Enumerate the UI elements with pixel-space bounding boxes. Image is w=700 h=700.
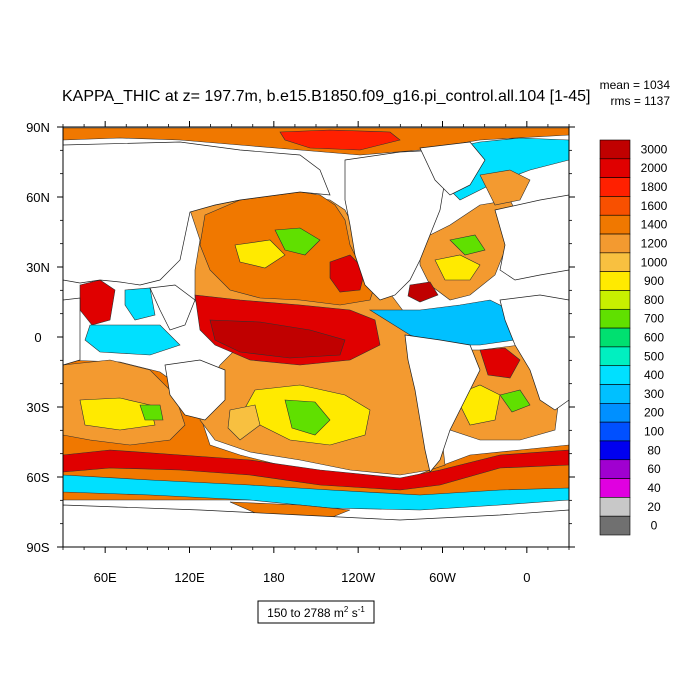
colorbar-label: 300 — [644, 387, 664, 401]
colorbar-label: 700 — [644, 312, 664, 326]
colorbar-swatch — [599, 196, 631, 216]
land-asia — [63, 141, 331, 286]
colorbar-label: 3000 — [641, 142, 668, 156]
y-tick-label: 0 — [34, 330, 41, 345]
y-tick-label: 30S — [26, 400, 49, 415]
colorbar-swatch — [599, 384, 631, 404]
colorbar-label: 20 — [647, 500, 661, 514]
colorbar-label: 60 — [647, 462, 661, 476]
land-masses — [63, 141, 569, 547]
stat-mean: mean = 1034 — [600, 78, 671, 92]
colorbar-label: 900 — [644, 274, 664, 288]
colorbar-swatch — [599, 290, 631, 310]
land-europe — [494, 194, 569, 281]
colorbar-swatch — [599, 308, 631, 329]
x-tick-label: 120W — [341, 570, 376, 585]
colorbar: 3000200018001600140012001000900800700600… — [599, 139, 668, 536]
colorbar-swatch — [599, 365, 631, 385]
colorbar-swatch — [599, 497, 631, 517]
ocean-indian-equator — [84, 324, 181, 356]
x-tick-label: 0 — [523, 570, 530, 585]
colorbar-swatch — [599, 459, 631, 479]
colorbar-swatch — [599, 478, 631, 498]
colorbar-label: 1600 — [641, 199, 668, 213]
ocean-na-green — [449, 234, 486, 256]
colorbar-swatch — [599, 233, 631, 254]
ocean-np-green — [274, 227, 321, 256]
colorbar-label: 100 — [644, 425, 664, 439]
colorbar-swatch — [599, 327, 631, 348]
ocean-kuroshio — [329, 254, 366, 293]
range-label-box — [257, 600, 375, 624]
stat-rms: rms = 1137 — [611, 94, 671, 108]
colorbar-label: 2000 — [641, 161, 668, 175]
y-tick-label: 90N — [26, 120, 50, 135]
colorbar-label: 80 — [647, 443, 661, 457]
colorbar-label: 400 — [644, 368, 664, 382]
ocean-np-yellow — [234, 239, 286, 269]
range-label-sup1: 2 — [344, 605, 349, 614]
range-label: 150 to 2788 m2 s-1 — [267, 605, 365, 620]
x-tick-label: 60W — [429, 570, 456, 585]
ocean-arctic-red — [279, 129, 401, 151]
x-tick-label: 180 — [263, 570, 285, 585]
y-tick-label: 30N — [26, 260, 50, 275]
colorbar-swatch — [599, 158, 631, 178]
ocean-bengal — [124, 287, 156, 321]
land-indochina — [149, 284, 196, 331]
range-label-sup2: -1 — [358, 605, 366, 614]
colorbar-label: 0 — [651, 519, 658, 533]
colorbar-label: 1400 — [641, 218, 668, 232]
colorbar-label: 1000 — [641, 255, 668, 269]
ocean-sa-green — [499, 389, 531, 413]
land-south-america — [404, 334, 481, 473]
ocean-south-pacific-light — [227, 404, 261, 441]
colorbar-swatch — [599, 271, 631, 291]
colorbar-swatch — [599, 252, 631, 272]
colorbar-label: 200 — [644, 406, 664, 420]
colorbar-swatch — [599, 440, 631, 461]
colorbar-label: 40 — [647, 481, 661, 495]
colorbar-label: 1200 — [641, 236, 668, 250]
ocean-south-pacific-green — [284, 399, 331, 436]
ocean-brazil — [479, 347, 521, 379]
land-greenland — [419, 141, 486, 196]
land-africa — [499, 294, 569, 411]
colorbar-swatch — [599, 403, 631, 423]
range-label-mid: s — [348, 606, 357, 620]
land-australia — [164, 359, 226, 421]
colorbar-label: 600 — [644, 331, 664, 345]
colorbar-swatch — [599, 214, 631, 235]
colorbar-label: 800 — [644, 293, 664, 307]
ocean-indian-yellow — [79, 397, 156, 431]
colorbar-swatch — [599, 139, 631, 160]
y-tick-label: 90S — [26, 540, 49, 555]
y-tick-label: 60S — [26, 470, 49, 485]
colorbar-label: 1800 — [641, 180, 668, 194]
axes: 60E 120E 180 120W 60W 0 90N 60N 30N 0 30S 60S 90S — [26, 120, 575, 585]
y-tick-label: 60N — [26, 190, 50, 205]
colorbar-swatch — [599, 421, 631, 442]
chart-title: KAPPA_THIC at z= 197.7m, b.e15.B1850.f09… — [62, 88, 590, 105]
ocean-gulf-stream — [407, 281, 439, 303]
colorbar-swatch — [599, 346, 631, 367]
land-africa-west — [63, 297, 81, 366]
colorbar-label: 500 — [644, 349, 664, 363]
map-field — [63, 127, 569, 547]
ocean-nordic — [479, 169, 531, 206]
ocean-circumpolar-red — [63, 449, 569, 491]
colorbar-swatch — [599, 515, 631, 536]
x-tick-label: 60E — [94, 570, 117, 585]
ocean-na-yellow — [434, 254, 481, 281]
colorbar-swatch — [599, 177, 631, 197]
range-label-prefix: 150 to 2788 m — [267, 606, 344, 620]
ocean-circumpolar-cyan — [63, 474, 569, 511]
land-antarctica — [63, 504, 569, 547]
x-tick-label: 120E — [174, 570, 205, 585]
ocean-indian-green — [139, 404, 164, 421]
ocean-equatorial-core — [209, 319, 346, 359]
